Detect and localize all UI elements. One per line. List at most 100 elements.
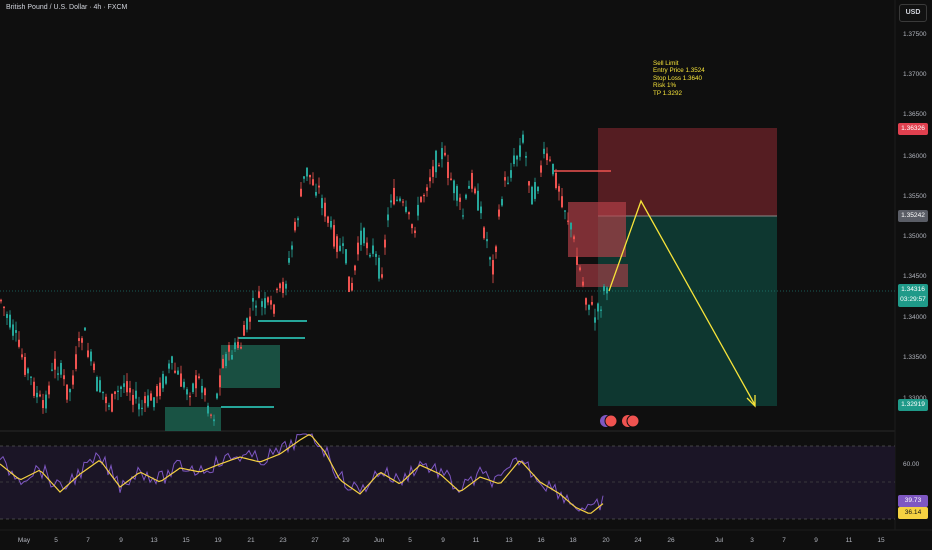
candle-body [222,358,224,369]
take-profit-zone [598,216,777,406]
time-label: 11 [473,537,480,544]
price-tick: 1.35500 [903,193,927,200]
candle-body [330,220,332,228]
candle-body [105,396,107,404]
candle-body [576,256,578,265]
candle-body [126,381,128,393]
candle-body [135,390,137,399]
candle-body [561,196,563,208]
candle-body [393,187,395,205]
candle-body [378,257,380,279]
event-icons[interactable] [600,414,640,428]
trade-annotation[interactable]: Sell Limit Entry Price 1.3524 Stop Loss … [653,60,705,97]
candle-body [168,363,170,369]
candle-body [84,327,86,331]
candle-body [498,209,500,217]
candle-body [585,298,587,305]
candle-body [12,324,14,336]
candle-body [471,173,473,189]
time-label: 29 [342,537,350,544]
time-label: 23 [279,537,287,544]
candle-body [75,354,77,369]
candle-body [480,206,482,214]
candle-body [558,186,560,192]
candle-body [297,218,299,221]
candle-body [423,194,425,197]
candle-body [51,369,53,371]
time-label: 7 [86,537,90,544]
candle-body [288,258,290,263]
candle-body [27,368,29,374]
candle-body [177,370,179,375]
candle-body [525,156,527,158]
candle-body [489,257,491,260]
candle-body [255,305,257,308]
candle-body [258,291,260,298]
candle-body [78,338,80,341]
stop-loss-text: Stop Loss 1.3640 [653,74,703,82]
candle-body [9,314,11,328]
time-label: 11 [846,537,853,544]
candle-body [204,388,206,396]
candle-body [210,414,212,416]
candle-body [144,396,146,404]
candle-body [546,153,548,161]
candle-body [372,245,374,254]
candle-body [339,245,341,251]
event-icon-2 [604,414,618,428]
candle-body [267,297,269,303]
candle-body [129,387,131,393]
candle-body [300,188,302,197]
candle-body [357,242,359,255]
candle-body [444,152,446,156]
time-label: 19 [214,537,222,544]
price-tick: 1.36500 [903,111,927,118]
candle-body [108,405,110,407]
candle-body [159,382,161,396]
candle-body [72,375,74,385]
candle-body [366,242,368,249]
candle-body [468,185,470,189]
candle-body [456,186,458,201]
candle-body [165,376,167,384]
candle-body [141,407,143,410]
candle-body [501,199,503,206]
time-label: 7 [782,537,786,544]
candle-body [492,260,494,275]
candle-body [0,299,2,302]
time-label: 21 [247,537,255,544]
candle-body [231,355,233,360]
currency-button[interactable]: USD [899,4,927,22]
candle-body [408,212,410,215]
candle-body [417,204,419,216]
candle-body [69,389,71,393]
candle-body [411,224,413,229]
time-axis-labels: May 5 7 9 13 15 19 21 23 27 29 Jun 5 9 1… [18,537,885,544]
candle-body [174,370,176,373]
demand-zone-1 [165,407,221,431]
candle-body [63,375,65,380]
candle-body [192,383,194,392]
candle-body [57,373,59,375]
candle-body [336,236,338,252]
candle-body [552,163,554,175]
time-label: 18 [569,537,577,544]
candle-body [459,197,461,202]
bar-countdown: 03:29:57 [900,296,926,303]
candle-body [354,265,356,271]
order-block-zones [165,128,777,431]
candle-body [594,317,596,323]
time-label: 13 [505,537,513,544]
demand-zone-2 [221,345,280,388]
candle-body [603,286,605,292]
supply-zone-2 [576,264,628,287]
candle-body [207,405,209,414]
stop-loss-zone [598,128,777,216]
candle-body [153,397,155,408]
candle-body [504,177,506,181]
candle-body [81,338,83,343]
symbol-title[interactable]: British Pound / U.S. Dollar · 4h · FXCM [6,4,128,11]
candle-body [342,243,344,246]
time-label: 3 [750,537,754,544]
